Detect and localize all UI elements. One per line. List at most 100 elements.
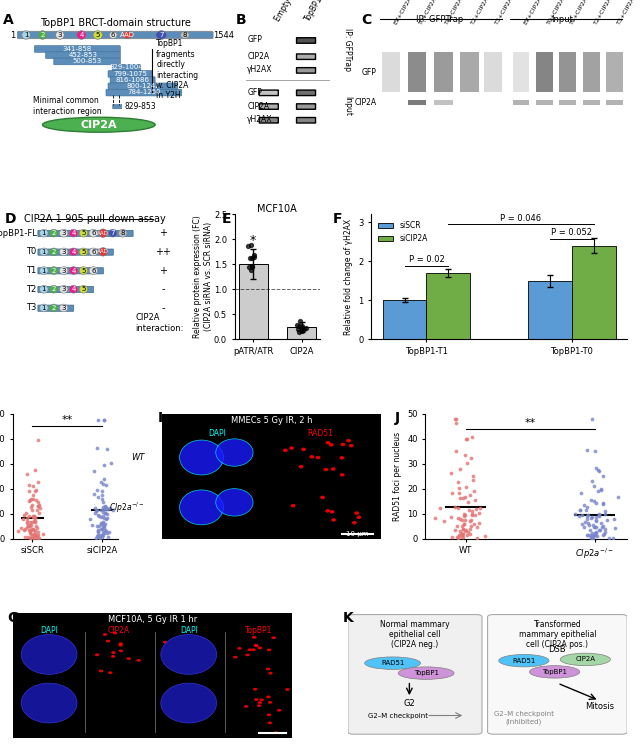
Point [29,510,39,522]
Bar [513,100,529,105]
Point [596,483,607,495]
Ellipse shape [285,688,290,691]
Point [467,431,477,444]
Point [99,520,109,532]
Ellipse shape [111,655,115,658]
Ellipse shape [252,636,257,639]
Text: 1: 1 [10,31,15,39]
Point [447,486,457,498]
Point [97,523,107,535]
Ellipse shape [216,489,253,516]
Point [294,320,304,332]
Ellipse shape [340,443,345,447]
Point [35,501,45,514]
Point [607,532,618,544]
Text: +: + [159,266,167,276]
Point [582,529,592,541]
Text: 341-858: 341-858 [63,46,92,52]
Text: K: K [342,611,353,625]
Point [96,517,106,529]
Point [297,322,307,334]
Ellipse shape [103,633,108,636]
Ellipse shape [294,672,299,675]
FancyBboxPatch shape [112,64,141,71]
Point [451,445,461,457]
Text: 2: 2 [52,248,56,255]
Text: C: C [362,13,372,26]
Point [458,528,468,540]
Text: EV+CIP2A-V5: EV+CIP2A-V5 [523,0,548,25]
Point [29,530,39,542]
Text: 500-853: 500-853 [72,58,102,64]
Point [590,526,600,538]
Text: RAD51: RAD51 [381,660,404,666]
Point [438,515,449,527]
Point [591,521,601,533]
Ellipse shape [49,248,58,256]
Point [99,459,109,471]
Point [98,496,108,508]
Text: DAPI: DAPI [40,626,58,635]
Point [583,517,593,529]
Text: 3: 3 [58,32,62,38]
Point [589,521,599,533]
Ellipse shape [291,504,296,508]
Text: Input: Input [551,15,573,24]
Text: T2+CIP2A-V5: T2+CIP2A-V5 [471,0,496,25]
Bar [435,100,452,105]
Text: TopBP1: TopBP1 [413,670,438,676]
Point [93,523,103,535]
Text: CIP2A: CIP2A [108,626,130,635]
Point [106,457,116,469]
Text: 829-1004: 829-1004 [109,65,143,71]
Ellipse shape [180,32,189,38]
FancyBboxPatch shape [296,38,316,43]
Point [30,512,40,524]
Point [30,516,40,528]
Text: CIP2A: CIP2A [355,98,377,107]
Point [454,530,465,542]
Point [97,489,107,501]
Point [576,487,586,499]
Ellipse shape [118,230,127,237]
Point [98,529,108,541]
Point [29,515,40,527]
Point [21,508,31,520]
Point [17,513,28,525]
Bar [606,100,623,105]
Ellipse shape [136,659,141,662]
Bar [408,100,426,105]
Point [297,325,307,337]
Point [247,252,257,264]
Ellipse shape [40,267,48,274]
Text: GFP: GFP [248,35,262,44]
Ellipse shape [316,456,321,459]
Text: 1: 1 [24,32,28,38]
Text: γH2AX: γH2AX [248,66,273,75]
Text: A: A [3,13,13,26]
Ellipse shape [161,635,217,675]
Point [26,529,36,541]
Point [598,498,608,511]
Point [31,494,41,506]
Ellipse shape [560,653,611,666]
Point [466,514,476,526]
Bar [383,300,426,339]
Text: 4: 4 [72,230,76,236]
Point [32,530,42,542]
Text: 8: 8 [182,32,187,38]
Text: +: + [159,228,167,238]
Point [102,444,112,456]
Ellipse shape [325,509,330,513]
Text: Input: Input [343,96,352,116]
Point [88,488,99,500]
Point [28,480,38,492]
Point [244,261,254,273]
Point [458,531,468,543]
Text: J: J [395,411,400,425]
Point [480,530,490,542]
Point [455,525,465,537]
Point [246,264,256,276]
Point [582,513,592,525]
Ellipse shape [252,648,256,651]
